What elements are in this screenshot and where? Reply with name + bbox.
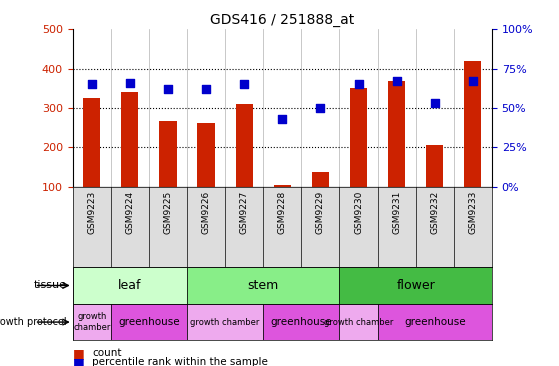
Point [430, 100, 439, 106]
Point [125, 80, 134, 86]
Point [468, 78, 477, 84]
Text: GSM9227: GSM9227 [240, 191, 249, 234]
Bar [350, 88, 367, 187]
Bar [111, 304, 187, 340]
Text: GSM9232: GSM9232 [430, 191, 439, 234]
Bar [73, 267, 187, 304]
Text: GSM9230: GSM9230 [354, 191, 363, 234]
Text: GSM9224: GSM9224 [125, 191, 134, 234]
Text: growth protocol: growth protocol [0, 317, 67, 327]
Bar [83, 98, 100, 187]
Bar [339, 267, 492, 304]
Text: greenhouse: greenhouse [404, 317, 466, 327]
Bar [263, 304, 339, 340]
Text: tissue: tissue [34, 280, 67, 291]
Text: greenhouse: greenhouse [118, 317, 179, 327]
Text: GSM9231: GSM9231 [392, 191, 401, 234]
Bar [235, 104, 253, 187]
Point [278, 116, 287, 122]
Text: GSM9223: GSM9223 [87, 191, 96, 234]
Point [163, 86, 172, 92]
Bar [339, 304, 377, 340]
Point [392, 78, 401, 84]
Bar [274, 185, 291, 187]
Point [316, 105, 325, 111]
Text: GSM9225: GSM9225 [163, 191, 173, 234]
Text: stem: stem [248, 279, 279, 292]
Point [202, 86, 211, 92]
Bar [465, 61, 481, 187]
Point [87, 81, 96, 87]
Text: greenhouse: greenhouse [271, 317, 332, 327]
Text: GSM9229: GSM9229 [316, 191, 325, 234]
Text: leaf: leaf [118, 279, 141, 292]
Point [240, 81, 249, 87]
Text: ■: ■ [73, 356, 84, 366]
Bar [121, 92, 139, 187]
Bar [187, 267, 339, 304]
Bar [426, 145, 443, 187]
Text: GSM9228: GSM9228 [278, 191, 287, 234]
Text: flower: flower [396, 279, 435, 292]
Bar [388, 81, 405, 187]
Title: GDS416 / 251888_at: GDS416 / 251888_at [210, 13, 354, 27]
Text: GSM9233: GSM9233 [468, 191, 477, 234]
Text: growth chamber: growth chamber [324, 318, 393, 326]
Text: growth chamber: growth chamber [191, 318, 260, 326]
Bar [197, 123, 215, 187]
Text: percentile rank within the sample: percentile rank within the sample [92, 357, 268, 366]
Bar [377, 304, 492, 340]
Bar [159, 120, 177, 187]
Point [354, 81, 363, 87]
Text: GSM9226: GSM9226 [202, 191, 211, 234]
Bar [312, 172, 329, 187]
Text: count: count [92, 348, 122, 358]
Text: growth
chamber: growth chamber [73, 312, 111, 332]
Text: ■: ■ [73, 347, 84, 360]
Bar [73, 304, 111, 340]
Bar [187, 304, 263, 340]
